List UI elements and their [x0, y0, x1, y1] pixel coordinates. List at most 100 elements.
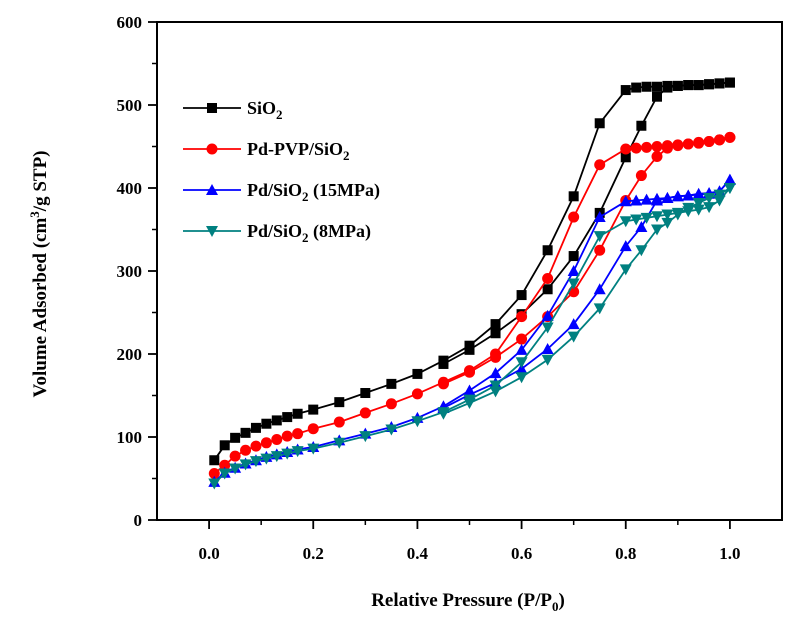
- desorption-point: [672, 140, 684, 152]
- desorption-point: [635, 221, 648, 233]
- legend-label-main: SiO: [247, 98, 276, 118]
- adsorption-point: [593, 231, 606, 243]
- desorption-point: [619, 240, 632, 252]
- adsorption-point: [261, 418, 272, 429]
- adsorption-point: [651, 141, 663, 152]
- x-tick-label: 0.0: [198, 544, 219, 563]
- y-tick-label: 200: [117, 345, 143, 364]
- legend-label-sub: 2: [302, 189, 309, 204]
- desorption-point: [635, 245, 648, 257]
- adsorption-point: [250, 422, 261, 433]
- adsorption-point: [568, 191, 579, 202]
- adsorption-point: [291, 446, 304, 458]
- adsorption-point: [412, 368, 423, 379]
- y-axis-title: Volume Adsorbed (cm3/g STP): [27, 150, 51, 397]
- desorption-point: [724, 77, 735, 88]
- adsorption-point: [218, 468, 231, 480]
- adsorption-point: [516, 290, 527, 301]
- adsorption-point: [620, 85, 631, 96]
- adsorption-point: [359, 431, 372, 443]
- adsorption-point: [568, 211, 580, 223]
- adsorption-point: [208, 478, 221, 490]
- adsorption-point: [490, 319, 501, 330]
- adsorption-point: [292, 408, 303, 419]
- legend-label: Pd/SiO2 (15MPa): [247, 180, 380, 204]
- legend-label-end: (15MPa): [309, 180, 380, 201]
- adsorption-point: [489, 380, 502, 392]
- x-tick-label: 0.6: [511, 544, 532, 563]
- adsorption-point: [260, 437, 272, 449]
- desorption-point: [619, 264, 632, 276]
- y-tick-label: 500: [117, 96, 143, 115]
- adsorption-point: [240, 427, 251, 438]
- desorption-point: [490, 328, 501, 339]
- adsorption-point: [209, 455, 220, 466]
- y-axis-title-main: Volume Adsorbed (cm: [30, 218, 51, 398]
- adsorption-point: [542, 245, 553, 256]
- adsorption-point: [385, 398, 397, 410]
- desorption-point: [568, 251, 579, 262]
- adsorption-point: [230, 432, 241, 443]
- adsorption-point: [219, 459, 231, 471]
- desorption-point: [661, 191, 674, 203]
- y-axis-title-sup: 3: [27, 211, 42, 218]
- adsorption-point: [631, 82, 642, 93]
- legend-label-main: Pd/SiO: [247, 221, 302, 241]
- desorption-point: [593, 303, 606, 315]
- desorption-point: [713, 189, 726, 201]
- legend-label-main: Pd/SiO: [247, 180, 302, 200]
- desorption-point: [490, 351, 502, 363]
- adsorption-point: [630, 194, 643, 206]
- desorption-point: [652, 91, 662, 102]
- desorption-point: [593, 283, 606, 295]
- adsorption-point: [630, 142, 642, 154]
- legend-marker: [207, 103, 217, 113]
- adsorption-point: [219, 440, 230, 451]
- x-tick-label: 0.4: [407, 544, 429, 563]
- desorption-point: [682, 138, 694, 150]
- adsorption-point: [386, 378, 397, 389]
- desorption-point: [620, 152, 631, 163]
- desorption-point: [724, 131, 736, 143]
- legend-label-end: (8MPa): [309, 221, 371, 242]
- y-tick-label: 0: [134, 511, 143, 530]
- desorption-point: [714, 78, 725, 89]
- desorption-point: [671, 190, 684, 202]
- adsorption-point: [619, 216, 632, 228]
- x-tick-label: 1.0: [719, 544, 740, 563]
- desorption-point: [703, 136, 715, 148]
- legend-label: Pd-PVP/SiO2: [247, 139, 350, 163]
- adsorption-point: [281, 448, 294, 460]
- y-tick-label: 100: [117, 428, 143, 447]
- desorption-point: [693, 136, 705, 148]
- series-layer: [208, 77, 736, 490]
- series-group: [209, 77, 735, 466]
- legend-label-sub: 2: [276, 107, 283, 122]
- desorption-point: [515, 372, 528, 384]
- desorption-point: [651, 150, 663, 162]
- adsorption-point: [333, 437, 346, 449]
- adsorption-point: [385, 424, 398, 436]
- desorption-point: [438, 358, 449, 369]
- desorption-point: [489, 386, 502, 398]
- legend-label: Pd/SiO2 (8MPa): [247, 221, 371, 245]
- desorption-point: [464, 344, 475, 355]
- legend-marker: [206, 184, 218, 195]
- adsorption-point: [594, 159, 606, 171]
- adsorption-point: [271, 415, 282, 426]
- adsorption-point: [308, 404, 319, 415]
- adsorption-point: [703, 202, 716, 214]
- adsorption-point: [641, 141, 653, 153]
- adsorption-point: [271, 433, 283, 445]
- adsorption-point: [567, 265, 580, 276]
- adsorption-point: [240, 444, 252, 456]
- adsorption-point: [250, 440, 262, 452]
- x-axis-title: Relative Pressure (P/P0): [371, 590, 565, 614]
- y-tick-label: 600: [117, 13, 143, 32]
- adsorption-point: [489, 367, 502, 379]
- adsorption-point: [661, 209, 674, 221]
- desorption-point: [515, 362, 528, 374]
- adsorption-point: [334, 397, 345, 408]
